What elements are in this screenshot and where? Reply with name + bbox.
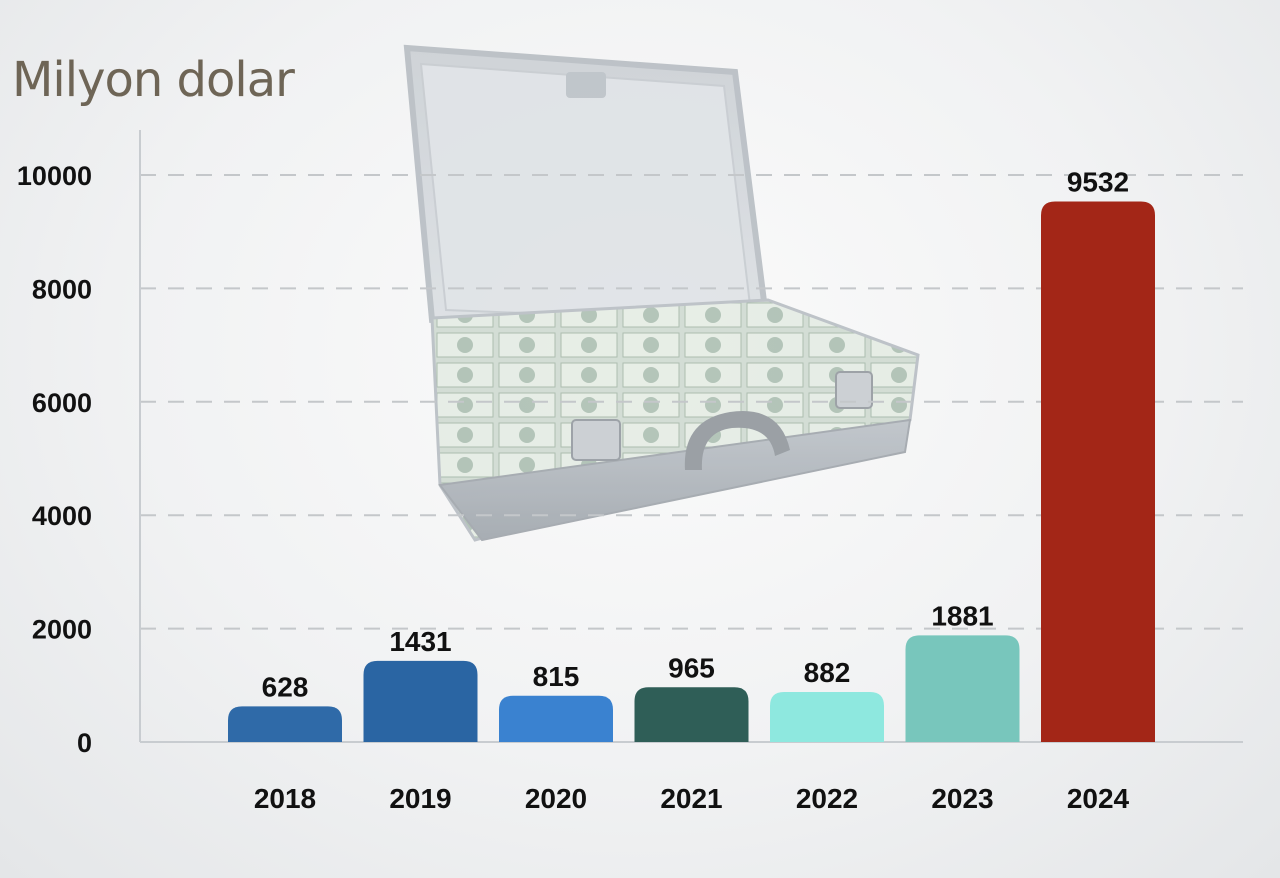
bar-2021: [634, 687, 749, 742]
value-label-2021: 965: [668, 652, 715, 683]
value-labels: 628 1431 815 965 882 1881 9532: [262, 167, 1130, 703]
y-gridlines: [140, 174, 1243, 630]
bar-2024: [1041, 201, 1155, 743]
bars: [228, 201, 1155, 743]
y-tick-label: 10000: [17, 161, 92, 191]
x-tick-label-2022: 2022: [796, 783, 858, 814]
value-label-2023: 1881: [931, 600, 993, 631]
x-tick-label-2018: 2018: [254, 783, 316, 814]
y-tick-label: 8000: [32, 274, 92, 304]
bar-2022: [770, 691, 884, 742]
value-label-2018: 628: [262, 671, 309, 702]
bar-2020: [499, 695, 613, 742]
value-label-2022: 882: [804, 657, 851, 688]
y-tick-label: 4000: [32, 501, 92, 531]
y-tick-label: 6000: [32, 388, 92, 418]
bar-2023: [905, 635, 1020, 742]
y-axis-ticks: 0 2000 4000 6000 8000 10000: [17, 161, 92, 758]
value-label-2020: 815: [533, 661, 580, 692]
value-label-2024: 9532: [1067, 167, 1129, 198]
x-tick-label-2024: 2024: [1067, 783, 1130, 814]
y-tick-label: 0: [77, 728, 92, 758]
x-tick-label-2020: 2020: [525, 783, 587, 814]
bar-2019: [363, 660, 478, 742]
x-tick-label-2021: 2021: [660, 783, 722, 814]
bar-2018: [228, 706, 342, 742]
y-tick-label: 2000: [32, 615, 92, 645]
x-tick-label-2019: 2019: [389, 783, 451, 814]
x-axis-ticks: 2018 2019 2020 2021 2022 2023 2024: [254, 783, 1130, 814]
value-label-2019: 1431: [389, 626, 451, 657]
chart-title: Milyon dolar: [12, 52, 295, 108]
x-tick-label-2023: 2023: [931, 783, 993, 814]
briefcase-image: [403, 44, 920, 542]
